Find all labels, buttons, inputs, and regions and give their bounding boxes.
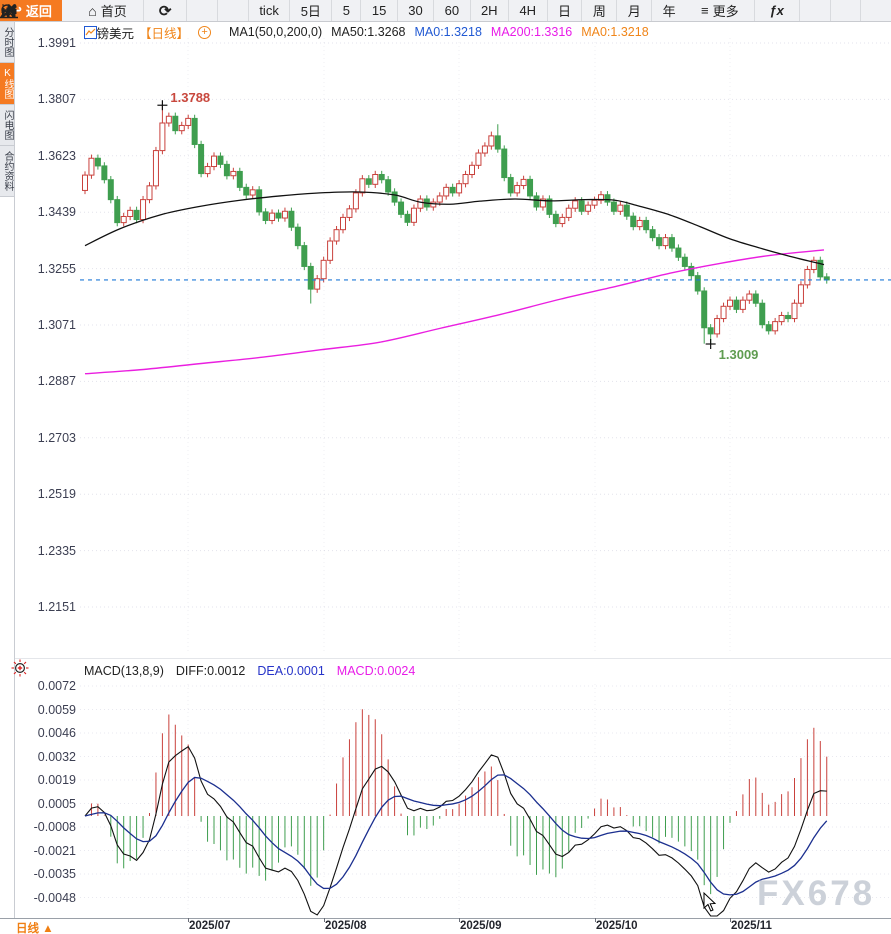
period-button-4H[interactable]: 4H: [509, 0, 548, 21]
price-axis-label: 1.2151: [37, 600, 76, 614]
svg-text:1.3788: 1.3788: [170, 90, 210, 105]
refresh-button[interactable]: ⟳: [144, 0, 188, 21]
price-axis-label: 1.3623: [37, 148, 76, 163]
price-axis-label: 1.3071: [37, 318, 76, 332]
x-axis-tick: [188, 918, 189, 922]
price-axis-label: 1.3255: [37, 261, 76, 276]
period-button-月[interactable]: 月: [617, 0, 653, 21]
sidebar-tab-K线图[interactable]: K线图: [0, 63, 14, 105]
watermark: FX678: [757, 874, 876, 913]
price-axis-label: 1.3807: [37, 92, 76, 107]
macd-axis-label: 0.0019: [37, 773, 76, 787]
draw-tool-button[interactable]: [0, 0, 891, 21]
macd-axis-label: -0.0035: [33, 867, 76, 881]
x-axis-tick: [324, 918, 325, 922]
x-axis-label: 2025/11: [731, 920, 772, 932]
period-button-tick[interactable]: tick: [249, 0, 291, 21]
x-axis-label: 2025/07: [189, 920, 231, 932]
menu-icon: ≡: [701, 3, 709, 18]
bar-chart-type-button[interactable]: [0, 0, 219, 21]
price-axis-label: 1.2519: [37, 487, 76, 502]
home-button[interactable]: ⌂ 首页: [72, 0, 144, 21]
price-axis-label: 1.2887: [37, 374, 76, 389]
period-button-5[interactable]: 5: [332, 0, 362, 21]
chart-type-sidebar: 分时图 K线图 闪电图 合约资料: [0, 22, 15, 934]
macd-axis-label: 0.0059: [37, 702, 76, 717]
macd-axis-label: -0.0048: [33, 890, 76, 905]
x-axis-tick: [730, 918, 731, 922]
period-button-周[interactable]: 周: [582, 0, 618, 21]
macd-axis-label: 0.0032: [37, 749, 76, 764]
macd-diff-value: DIFF:0.0012: [175, 664, 246, 678]
period-button-日[interactable]: 日: [548, 0, 583, 21]
macd-axis-label: -0.0008: [33, 820, 76, 834]
fx-icon: ƒx: [769, 3, 784, 18]
candle-chart-type-button[interactable]: [1, 0, 249, 21]
symbol-period: 【日线】: [139, 26, 190, 41]
ma0-value-orange: MA0:1.3218: [581, 25, 649, 39]
period-button-5日[interactable]: 5日: [290, 0, 333, 21]
x-axis-label: 2025/08: [325, 920, 367, 932]
macd-axis-label: -0.0021: [33, 843, 76, 858]
ma50-value: MA50:1.3268: [331, 25, 406, 39]
x-axis-tick: [595, 918, 596, 922]
ma-settings: MA1(50,0,200,0): [229, 25, 323, 39]
macd-chart[interactable]: [0, 682, 891, 918]
period-buttons: tick 5日 5 15 30 60 2H 4H 日周月年: [249, 0, 686, 21]
home-label: 首页: [100, 4, 127, 19]
back-label: 返回: [25, 4, 52, 19]
macd-axis-label: 0.0072: [37, 679, 76, 693]
time-axis-bar: [0, 918, 891, 934]
home-icon: ⌂: [88, 2, 97, 19]
more-button[interactable]: ≡ 更多: [686, 0, 755, 21]
macd-value: MACD:0.0024: [336, 664, 416, 678]
sidebar-tab-闪电图[interactable]: 闪电图: [0, 105, 14, 146]
x-axis-label: 2025/10: [596, 920, 638, 932]
sidebar-tab-分时图[interactable]: 分时图: [0, 22, 14, 63]
indicator-fx-button[interactable]: ƒx: [755, 0, 800, 21]
zoom-out-button[interactable]: [1, 0, 831, 21]
footer-period-arrow-icon: ▲: [42, 923, 54, 934]
main-chart-legend: 英镑美元 【日线】 + MA1(50,0,200,0) MA50:1.3268 …: [84, 24, 649, 41]
macd-axis-label: 0.0005: [37, 796, 76, 811]
x-axis-label: 2025/09: [460, 920, 502, 932]
ma200-value: MA200:1.3316: [490, 25, 573, 39]
svg-text:1.3009: 1.3009: [719, 347, 759, 362]
period-button-年[interactable]: 年: [662, 4, 676, 19]
period-button-30[interactable]: 30: [398, 0, 435, 21]
ma0-value-blue: MA0:1.3218: [414, 25, 482, 39]
mouse-cursor: [703, 891, 717, 912]
macd-title: MACD(13,8,9): [84, 664, 164, 678]
macd-dea-value: DEA:0.0001: [257, 664, 325, 678]
price-chart[interactable]: 1.3788 1.3009: [0, 30, 891, 655]
period-button-2H[interactable]: 2H: [471, 0, 509, 21]
more-label: 更多: [712, 4, 739, 19]
refresh-icon: ⟳: [158, 2, 172, 20]
panel-divider: [15, 658, 891, 659]
price-axis-label: 1.3439: [37, 205, 76, 220]
macd-legend: MACD(13,8,9) DIFF:0.0012 DEA:0.0001 MACD…: [84, 663, 415, 679]
indicator-settings-sun-icon[interactable]: [11, 659, 29, 677]
sidebar-tab-合约资料[interactable]: 合约资料: [0, 146, 14, 197]
zoom-in-button[interactable]: [1, 0, 862, 21]
period-button-60[interactable]: 60: [434, 0, 471, 21]
x-axis-tick: [459, 918, 460, 922]
period-button-15[interactable]: 15: [361, 0, 398, 21]
macd-axis-label: 0.0046: [37, 726, 76, 740]
price-axis-label: 1.3991: [37, 36, 76, 50]
footer-period-selector[interactable]: 日线 ▲: [16, 920, 54, 934]
price-axis-label: 1.2335: [37, 543, 76, 558]
footer-period-label: 日线: [16, 923, 39, 934]
add-indicator-icon[interactable]: +: [198, 25, 212, 39]
price-axis-label: 1.2703: [37, 430, 76, 445]
